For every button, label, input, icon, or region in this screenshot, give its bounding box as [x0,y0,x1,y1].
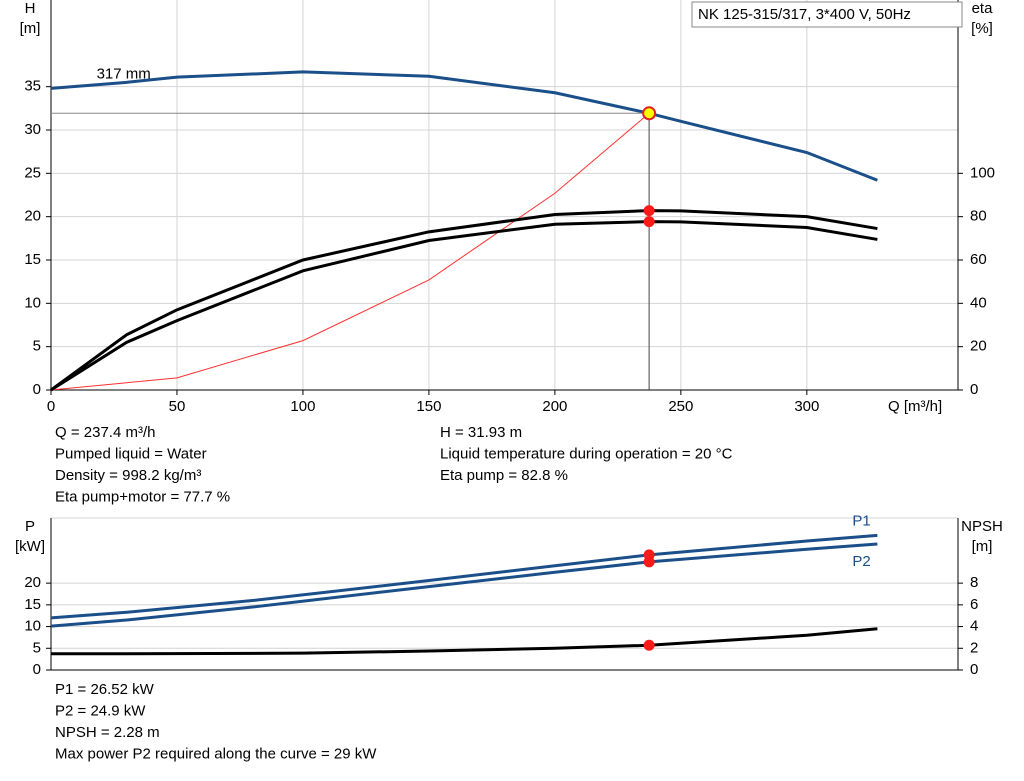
info-text: Eta pump+motor = 77.7 % [55,488,230,505]
info-text: Pumped liquid = Water [55,445,207,462]
y2-tick-label: 80 [970,208,987,225]
y-tick-label: 20 [24,208,41,225]
y-tick-label: 20 [24,574,41,591]
operating-point [643,556,655,568]
y2-tick-label: 40 [970,294,987,311]
x-tick-label: 150 [416,398,441,415]
info-text: Q = 237.4 m³/h [55,424,155,441]
y2-tick-label: 0 [970,661,978,678]
y-axis-label: [kW] [15,538,45,555]
x-tick-label: 100 [290,398,315,415]
series-label: P2 [852,553,870,570]
y2-tick-label: 60 [970,251,987,268]
y2-tick-label: 20 [970,338,987,355]
y-tick-label: 15 [24,251,41,268]
y-tick-label: 25 [24,164,41,181]
series-line [50,542,878,628]
y-tick-label: 5 [33,338,41,355]
operating-point [643,205,655,217]
info-text: Density = 998.2 kg/m³ [55,467,201,484]
y2-tick-label: 2 [970,639,978,656]
chart-title: NK 125-315/317, 3*400 V, 50Hz [698,6,911,23]
y2-tick-label: 6 [970,596,978,613]
title-box [691,1,963,28]
x-tick-label: 0 [47,398,55,415]
x-tick-label: 200 [542,398,567,415]
y2-tick-label: 8 [970,574,978,591]
series-label: P1 [852,512,870,529]
series-line [50,533,878,620]
y-tick-label: 0 [33,381,41,398]
y-tick-label: 5 [33,639,41,656]
y-axis-label: [m] [20,20,41,37]
y2-tick-label: 4 [970,618,978,635]
y2-tick-label: 0 [970,381,978,398]
info-text: Max power P2 required along the curve = … [55,745,377,762]
series-line [50,112,650,391]
x-tick-label: 250 [668,398,693,415]
y2-axis-label: [m] [972,538,993,555]
info-text: Liquid temperature during operation = 20… [440,445,733,462]
operating-point [643,639,655,651]
operating-point [643,216,655,228]
operating-point [642,106,657,121]
y-tick-label: 15 [24,596,41,613]
series-line [50,209,878,392]
y-tick-label: 0 [33,661,41,678]
info-text: Eta pump = 82.8 % [440,467,568,484]
y2-axis-label: NPSH [961,518,1003,535]
y-tick-label: 35 [24,78,41,95]
y-axis-label: P [25,518,35,535]
y2-axis-label: [%] [971,20,993,37]
info-text: P2 = 24.9 kW [55,702,146,719]
info-text: NPSH = 2.28 m [55,724,160,741]
series-line [51,627,878,656]
series-label: 317 mm [97,65,151,82]
series-line [50,220,878,392]
y2-tick-label: 100 [970,164,995,181]
x-tick-label: 300 [794,398,819,415]
y-axis-label: H [25,0,36,17]
y-tick-label: 30 [24,121,41,138]
y2-axis-label: eta [972,0,994,17]
y-tick-label: 10 [24,294,41,311]
info-text: H = 31.93 m [440,424,522,441]
series-line [50,70,878,182]
x-axis-label: Q [m³/h] [888,398,942,415]
y-tick-label: 10 [24,618,41,635]
x-tick-label: 50 [169,398,186,415]
info-text: P1 = 26.52 kW [55,681,155,698]
